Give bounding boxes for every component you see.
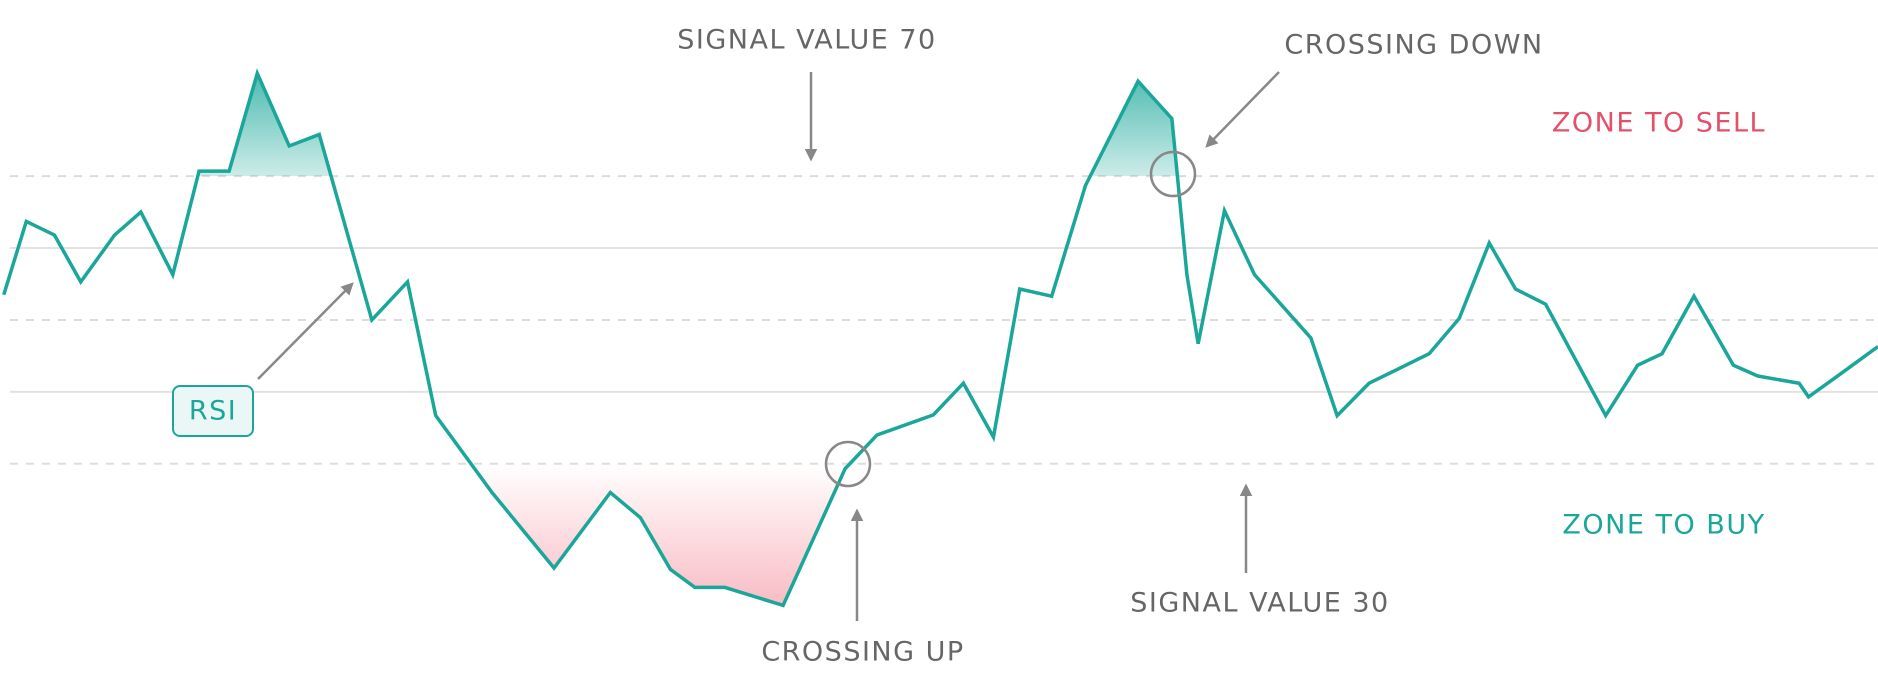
- annotation: SIGNAL VALUE 70: [677, 25, 937, 56]
- rsi-line: [2, 68, 1878, 608]
- arrow: [257, 282, 354, 380]
- overbought-fill: [197, 73, 1178, 177]
- annotation: CROSSING DOWN: [1284, 30, 1543, 61]
- crossing-marker: [1149, 150, 1197, 198]
- zone-fills: [197, 73, 1178, 606]
- zone-label: ZONE TO BUY: [1562, 510, 1765, 541]
- annotation: SIGNAL VALUE 30: [1130, 588, 1390, 619]
- arrow: [1205, 71, 1280, 148]
- grid: [10, 175, 1878, 465]
- zone-label: ZONE TO SELL: [1552, 108, 1766, 139]
- crossing-marker: [824, 440, 872, 488]
- oversold-fill: [470, 463, 850, 606]
- legend-box: [172, 385, 254, 437]
- legend-label: RSI: [189, 396, 237, 427]
- lines: [2, 68, 1878, 608]
- annotation: CROSSING UP: [761, 637, 964, 668]
- annotations: SIGNAL VALUE 70 CROSSING DOWN ZONE TO SE…: [172, 25, 1766, 668]
